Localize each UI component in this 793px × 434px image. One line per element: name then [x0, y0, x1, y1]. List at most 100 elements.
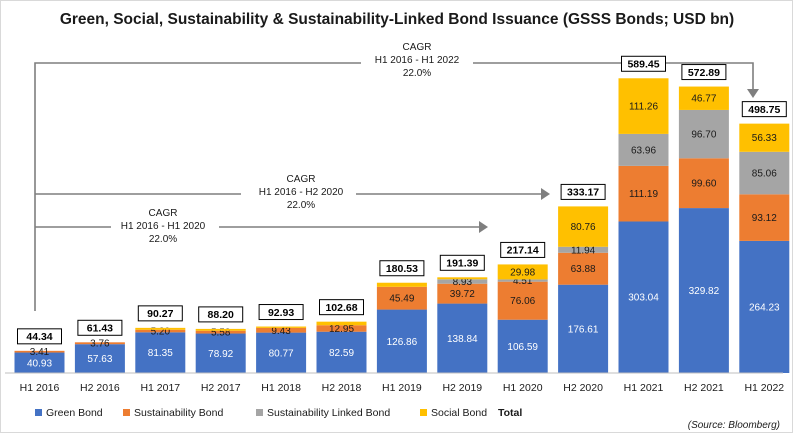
- total-box: [17, 328, 62, 345]
- total-label: 589.45: [627, 59, 659, 71]
- legend-swatch: [420, 409, 427, 416]
- bar-segment: [497, 264, 548, 280]
- data-label: 3.76: [90, 339, 110, 350]
- total-label: 180.53: [386, 263, 418, 275]
- data-label: 126.86: [387, 337, 418, 348]
- data-label: 138.84: [447, 334, 478, 345]
- bar-segment: [678, 208, 729, 373]
- x-tick-label: H1 2020: [503, 382, 543, 394]
- x-tick-label: H1 2016: [20, 382, 60, 394]
- cagr-value: 22.0%: [287, 200, 315, 211]
- legend-label: Sustainability Bond: [134, 407, 223, 419]
- x-tick-label: H2 2016: [80, 382, 120, 394]
- x-tick-label: H2 2020: [563, 382, 603, 394]
- legend-swatch: [123, 409, 130, 416]
- data-label: 96.70: [691, 130, 716, 141]
- data-label: 5.58: [211, 328, 231, 339]
- bar-segment: [256, 326, 307, 328]
- x-tick-label: H1 2019: [382, 382, 422, 394]
- data-label: 99.60: [691, 179, 716, 190]
- x-tick-label: H1 2017: [140, 382, 180, 394]
- bar-segment: [497, 281, 548, 320]
- data-label: 80.77: [269, 348, 294, 359]
- total-box: [258, 304, 304, 321]
- total-box: [379, 260, 425, 277]
- cagr-label: CAGR: [149, 208, 178, 219]
- total-box: [500, 241, 546, 258]
- total-label: 572.89: [688, 67, 720, 79]
- legend-label: Total: [498, 407, 522, 419]
- bar-segment: [195, 333, 246, 373]
- bar-segment: [195, 330, 246, 334]
- x-tick-label: H1 2018: [261, 382, 301, 394]
- total-box: [621, 55, 666, 72]
- bar-segment: [14, 352, 65, 373]
- x-tick-label: H2 2019: [442, 382, 482, 394]
- chart-title: Green, Social, Sustainability & Sustaina…: [60, 11, 734, 28]
- bar-segment: [739, 240, 790, 373]
- cagr-range: H1 2016 - H1 2020: [121, 221, 206, 232]
- cagr-range: H1 2016 - H2 2020: [259, 187, 344, 198]
- bar-segment: [558, 206, 609, 247]
- bar-segment: [739, 151, 790, 195]
- data-label: 176.61: [568, 324, 599, 335]
- total-box: [681, 64, 727, 81]
- bar-segment: [135, 329, 186, 333]
- total-label: 61.43: [87, 323, 113, 335]
- cagr-value: 22.0%: [149, 234, 177, 245]
- bar-segment: [437, 303, 488, 373]
- cagr-connector-h1-2022: [34, 62, 361, 311]
- data-label: 111.26: [629, 102, 659, 113]
- x-tick-label: H2 2021: [684, 382, 724, 394]
- data-label: 76.06: [510, 296, 535, 307]
- bar-segment: [316, 321, 367, 326]
- cagr-connector-h1-2022-right: [473, 62, 754, 91]
- total-label: 44.34: [26, 331, 52, 343]
- bar-segment: [618, 221, 669, 373]
- cagr-annotation-h1-2020: CAGR H1 2016 - H1 2020 22.0%: [121, 208, 206, 245]
- data-label: 46.77: [691, 94, 716, 105]
- legend: Green Bond Sustainability Bond Sustainabil…: [35, 407, 522, 419]
- data-label: 57.63: [87, 354, 112, 365]
- total-label: 102.68: [325, 302, 357, 314]
- bar-segment: [316, 331, 367, 373]
- data-label: 81.35: [148, 348, 173, 359]
- cagr-arrowhead-h2-2020: [541, 188, 550, 200]
- total-box: [77, 319, 123, 336]
- bar-segment: [618, 165, 669, 222]
- bar-segment: [14, 350, 65, 353]
- data-label: 39.72: [450, 289, 475, 300]
- total-label: 217.14: [507, 245, 539, 257]
- total-label: 92.93: [268, 307, 294, 319]
- x-axis-ticks: H1 2016 H2 2016 H1 2017 H2 2017 H1 2018 H2 20…: [20, 382, 785, 394]
- bar-segment: [437, 279, 488, 284]
- data-label: 78.92: [208, 349, 233, 360]
- total-box: [137, 305, 183, 322]
- data-label: 63.96: [631, 145, 656, 156]
- bar-segment: [739, 123, 790, 152]
- total-label: 191.39: [446, 258, 478, 270]
- data-label: 29.98: [510, 267, 535, 278]
- x-tick-label: H2 2018: [322, 382, 362, 394]
- bar-segment: [678, 158, 729, 209]
- data-label: 11.94: [571, 245, 596, 256]
- source-note: (Source: Bloomberg): [688, 420, 780, 431]
- data-label: 93.12: [752, 213, 777, 224]
- data-label: 329.82: [689, 286, 720, 297]
- data-label: 82.59: [329, 348, 354, 359]
- bar-segment: [376, 282, 427, 287]
- data-label: 3.41: [30, 347, 50, 358]
- bar-segment: [135, 332, 186, 373]
- total-box: [198, 306, 244, 323]
- data-label: 80.76: [571, 222, 596, 233]
- bar-segment: [678, 109, 729, 159]
- bar-segment: [739, 194, 790, 241]
- total-label: 498.75: [748, 104, 780, 116]
- data-label: 12.95: [329, 324, 354, 335]
- total-box: [741, 101, 787, 118]
- x-tick-label: H2 2017: [201, 382, 241, 394]
- cagr-annotation-h2-2020: CAGR H1 2016 - H2 2020 22.0%: [259, 174, 344, 211]
- cagr-annotation-h1-2022: CAGR H1 2016 - H1 2022 22.0%: [375, 42, 460, 79]
- cagr-arrowhead-h1-2020: [479, 221, 488, 233]
